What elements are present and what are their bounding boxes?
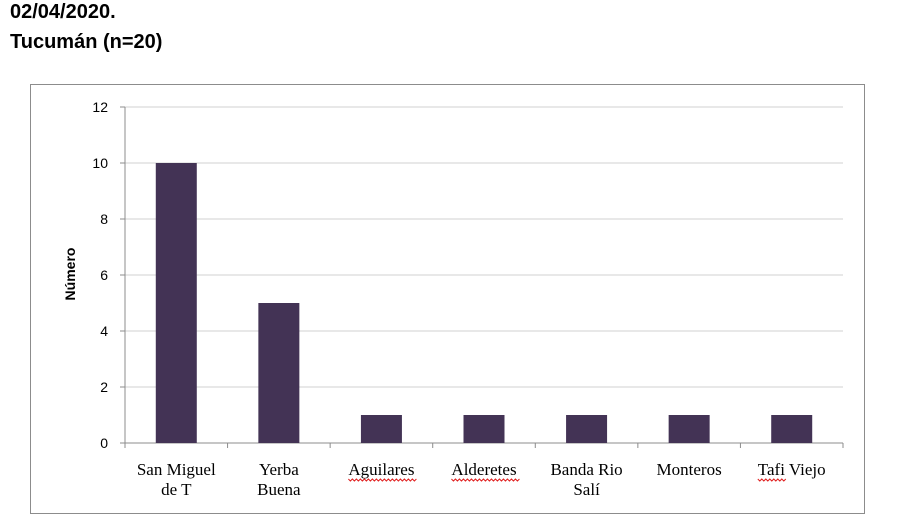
x-category-label: San Miguel <box>137 460 216 479</box>
document-title: 02/04/2020. Tucumán (n=20) <box>10 0 162 57</box>
y-tick-label: 6 <box>100 267 108 283</box>
y-tick-label: 8 <box>100 211 108 227</box>
title-region: Tucumán (n=20) <box>10 31 163 53</box>
x-category-label: Tafi Viejo <box>758 460 826 479</box>
x-category-label: Banda Rio <box>550 460 622 479</box>
bar <box>771 415 813 443</box>
x-category-label: de T <box>161 480 192 499</box>
bar <box>155 163 197 443</box>
y-tick-label: 10 <box>92 155 108 171</box>
bar <box>360 415 402 443</box>
x-category-label: Yerba <box>259 460 299 479</box>
bar <box>258 303 300 443</box>
bar <box>668 415 710 443</box>
y-tick-label: 0 <box>100 435 108 451</box>
x-category-label: Aguilares <box>348 460 414 479</box>
spellcheck-underline <box>451 478 520 482</box>
x-category-label: Buena <box>257 480 301 499</box>
y-tick-label: 4 <box>100 323 108 339</box>
title-date: 02/04/2020. <box>10 1 116 23</box>
x-category-label: Monteros <box>657 460 722 479</box>
bar <box>566 415 608 443</box>
y-tick-label: 12 <box>92 99 108 115</box>
y-axis-title: Número <box>62 248 78 301</box>
x-category-label: Salí <box>573 480 600 499</box>
spellcheck-underline <box>348 478 417 482</box>
y-tick-label: 2 <box>100 379 108 395</box>
x-category-label: Alderetes <box>451 460 516 479</box>
bar <box>463 415 505 443</box>
spellcheck-underline <box>757 478 787 482</box>
chart-container: 0 2 4 6 8 10 12 San Miguel de T Yerba Buena Aguilar… <box>30 84 865 514</box>
